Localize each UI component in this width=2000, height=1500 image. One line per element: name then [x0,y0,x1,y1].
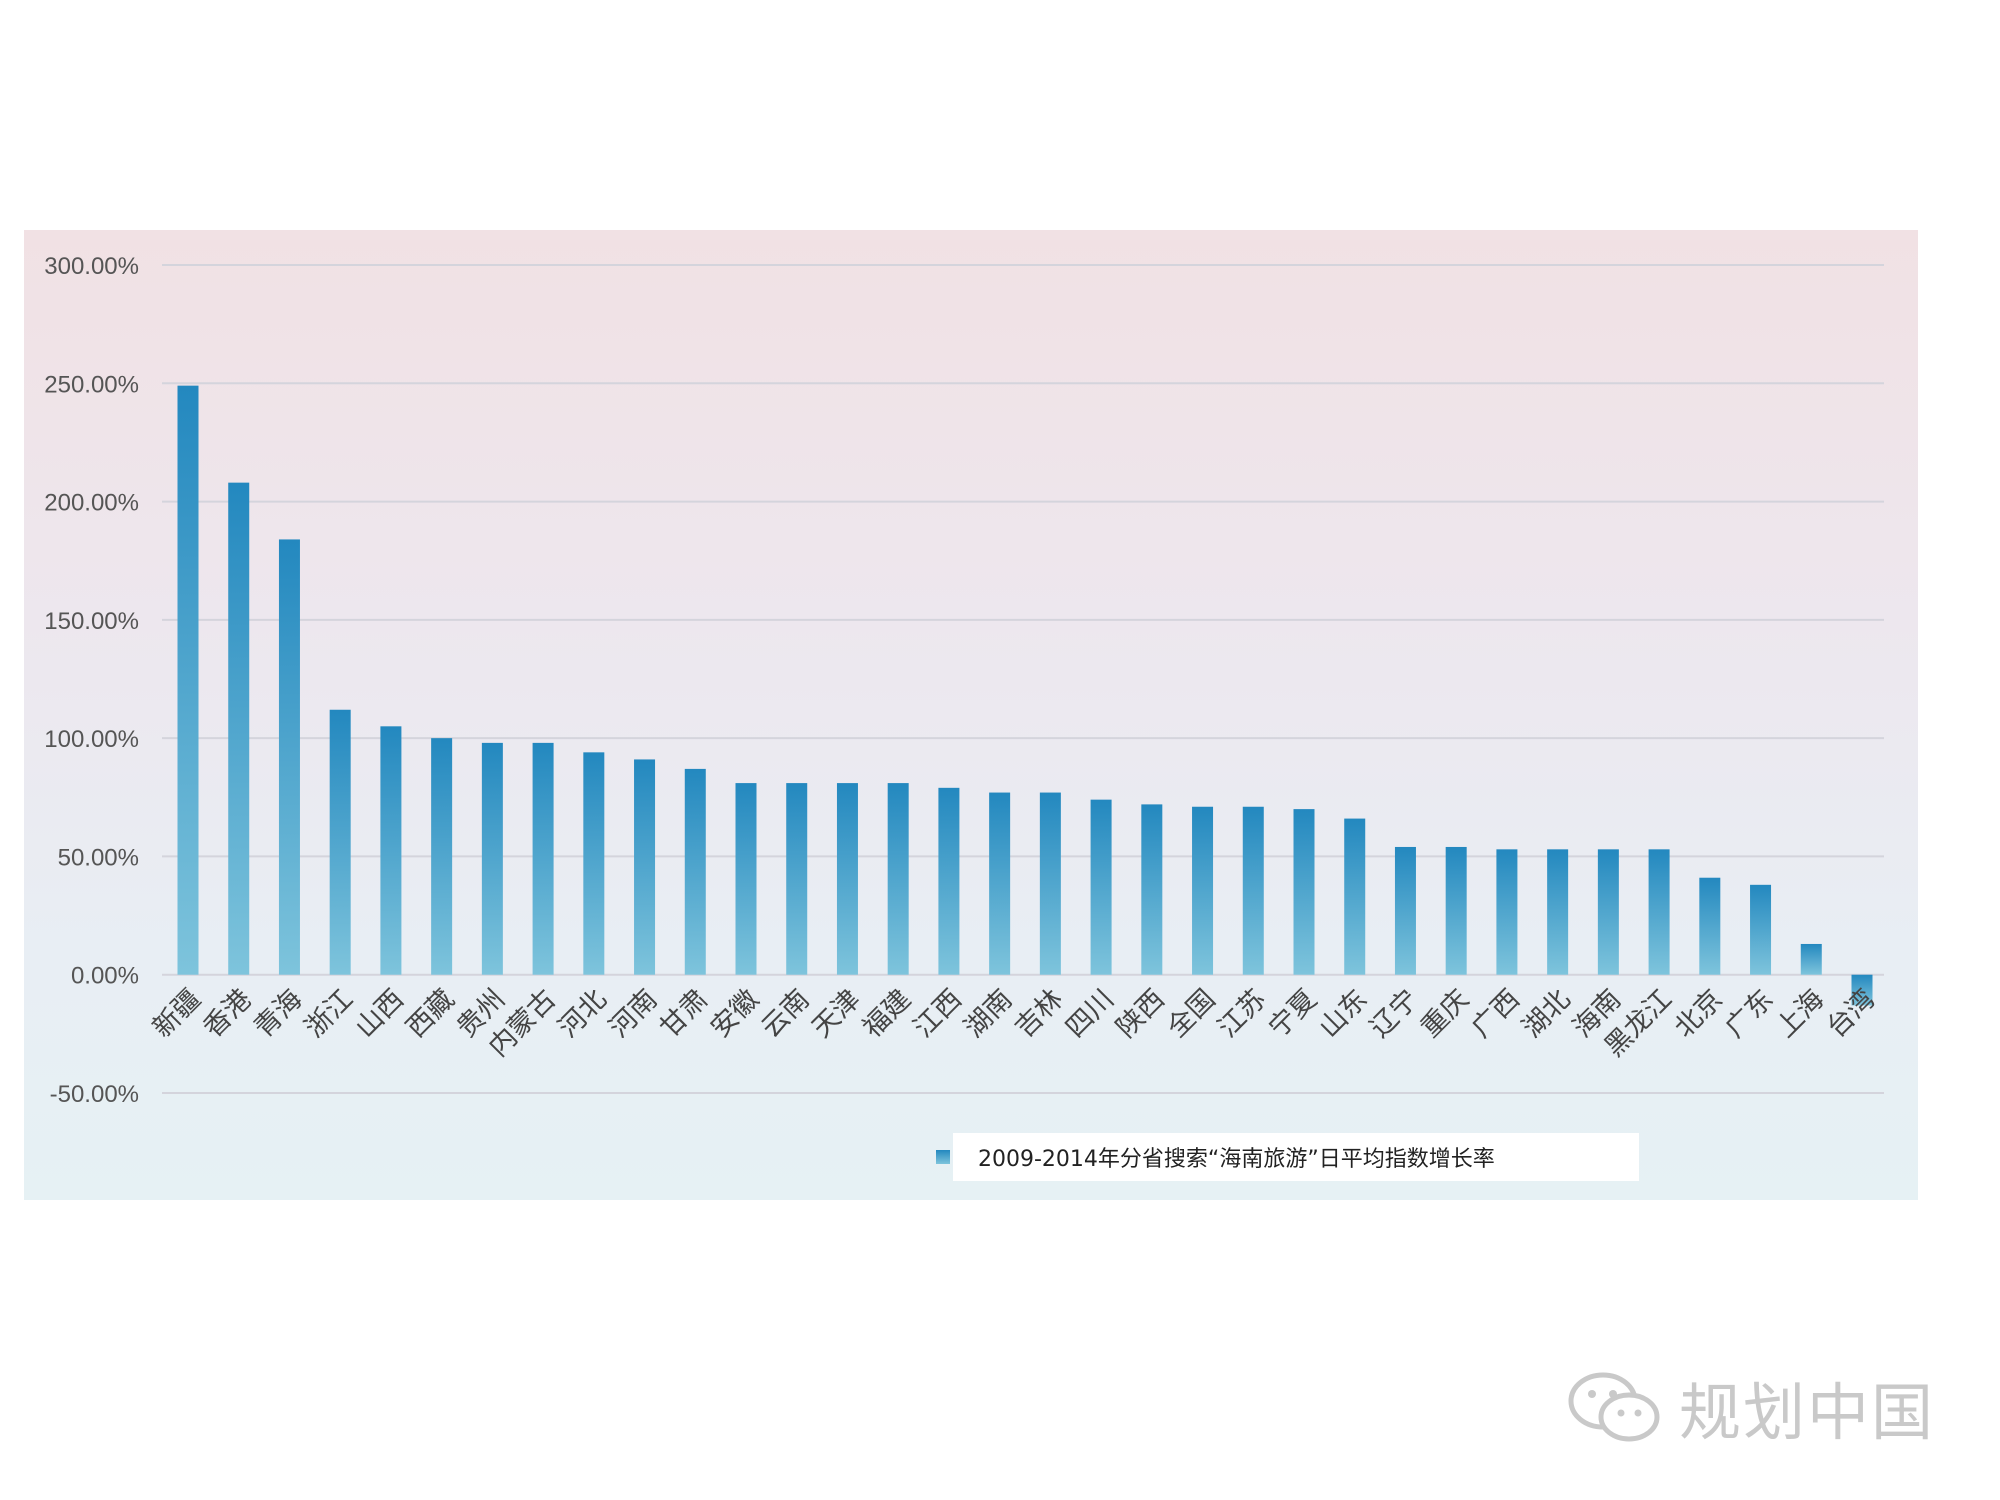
y-tick-label: 300.00% [44,253,139,280]
bar [1192,806,1214,975]
y-tick-label: 50.00% [58,844,139,871]
bar [1699,877,1721,975]
x-tick-label: 香港 [198,984,258,1044]
x-tick-label: 河南 [603,984,663,1044]
bar [329,709,351,975]
x-tick-label: 辽宁 [1364,984,1424,1044]
bar [1344,818,1366,975]
x-tick-label: 江苏 [1212,984,1272,1044]
bar [1445,846,1467,975]
bars [177,385,1873,1006]
bar [1496,849,1518,975]
bar [481,742,503,975]
x-tick-label: 浙江 [299,984,359,1044]
x-tick-label: 吉林 [1009,984,1069,1044]
bar-chart: 300.00% 250.00% 200.00% 150.00% 100.00% 50.00… [44,253,1884,1181]
legend-label: 2009-2014年分省搜索“海南旅游”日平均指数增长率 [978,1147,1495,1172]
bar [684,768,706,975]
watermark-text: 规划中国 [1679,1376,1936,1449]
bar [583,752,605,975]
x-tick-label: 甘肃 [654,984,714,1044]
x-tick-label: 青海 [248,984,308,1044]
bar [1648,849,1670,975]
legend-swatch [936,1150,950,1164]
x-tick-label: 安徽 [705,984,765,1044]
bar [1293,809,1315,975]
bar [1394,846,1416,975]
y-tick-label: 0.00% [71,963,139,990]
x-tick-label: 广东 [1719,984,1779,1044]
x-tick-label: 重庆 [1415,984,1475,1044]
bar [1547,849,1569,975]
x-tick-label: 湖南 [958,984,1018,1044]
bar [1090,799,1112,975]
bar [1242,806,1264,975]
x-tick-label: 上海 [1770,984,1830,1044]
x-tick-label: 北京 [1669,984,1729,1044]
wechat-icon [1568,1372,1660,1442]
y-tick-label: 150.00% [44,608,139,635]
x-tick-label: 全国 [1161,984,1221,1044]
x-tick-label: 云南 [756,984,816,1044]
bar [1800,943,1822,975]
bar [938,787,960,975]
bar [1597,849,1619,975]
legend-box [953,1133,1639,1181]
x-tick-label: 新疆 [147,984,207,1044]
bar [735,783,757,975]
x-tick-label: 天津 [806,984,866,1044]
x-tick-label: 福建 [857,984,917,1044]
x-tick-label: 湖北 [1516,984,1576,1044]
gridlines [162,264,1884,1094]
legend: 2009-2014年分省搜索“海南旅游”日平均指数增长率 [936,1133,1639,1181]
x-axis-ticks: 新疆香港青海浙江山西西藏贵州内蒙古河北河南甘肃安徽云南天津福建江西湖南吉林四川陕… [147,984,1881,1063]
bar [836,783,858,975]
x-tick-label: 西藏 [400,984,460,1044]
x-tick-label: 山东 [1314,984,1374,1044]
x-tick-label: 河北 [553,984,613,1044]
bar [634,759,656,975]
bar [380,726,402,975]
bar [786,783,808,975]
bar [1039,792,1061,975]
bar [887,783,909,975]
x-tick-label: 四川 [1060,984,1120,1044]
bar [1141,804,1163,975]
watermark: 规划中国 [1565,1362,1935,1452]
y-axis-ticks: 300.00% 250.00% 200.00% 150.00% 100.00% 50.00… [44,253,139,1108]
bar [989,792,1011,975]
y-tick-label: 100.00% [44,726,139,753]
y-tick-label: 200.00% [44,490,139,517]
x-tick-label: 广西 [1466,984,1526,1044]
y-tick-label: 250.00% [44,371,139,398]
chart-panel: 300.00% 250.00% 200.00% 150.00% 100.00% 50.00… [24,230,1918,1200]
x-tick-label: 陕西 [1111,984,1171,1044]
bar [532,742,554,975]
bar [278,539,300,975]
x-tick-label: 宁夏 [1263,984,1323,1044]
bar [228,482,250,975]
y-tick-label: -50.00% [50,1081,139,1108]
bar [177,385,199,975]
x-tick-label: 江西 [908,984,968,1044]
bar [1851,974,1873,1006]
bar [431,738,453,975]
bar [1750,884,1772,975]
x-tick-label: 山西 [350,984,410,1044]
